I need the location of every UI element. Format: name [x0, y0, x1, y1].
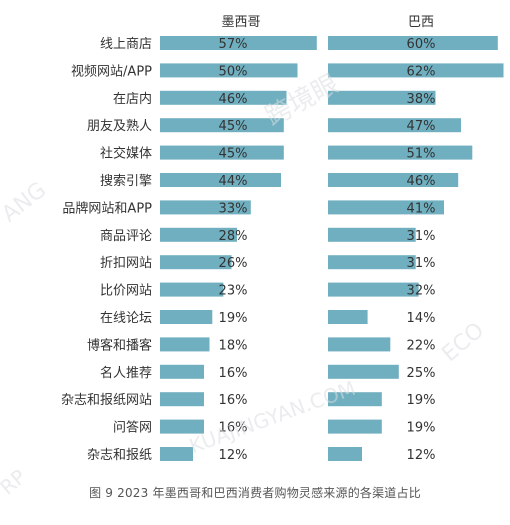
- data-label: 16%: [219, 421, 248, 436]
- data-label: 25%: [407, 366, 436, 381]
- data-label: 16%: [219, 366, 248, 381]
- data-label: 62%: [407, 64, 436, 79]
- category-label: 比价网站: [100, 284, 152, 299]
- category-label: 名人推荐: [100, 365, 152, 381]
- data-label: 41%: [407, 201, 436, 216]
- data-label: 19%: [219, 311, 248, 326]
- bar: [328, 227, 416, 242]
- bar: [328, 90, 436, 105]
- data-label: 31%: [407, 229, 436, 244]
- bar: [160, 173, 281, 187]
- category-label: 品牌网站和APP: [62, 200, 152, 216]
- data-label: 12%: [407, 448, 436, 463]
- data-label: 16%: [219, 393, 248, 408]
- data-label: 31%: [407, 256, 436, 271]
- bar: [160, 310, 213, 324]
- bar: [328, 200, 444, 215]
- bar: [160, 227, 237, 242]
- data-label: 60%: [407, 37, 436, 52]
- category-label: 视频网站/APP: [71, 64, 152, 79]
- category-label: 在店内: [113, 91, 152, 107]
- data-label: 19%: [407, 393, 436, 408]
- data-label: 33%: [219, 201, 248, 216]
- series-title-mexico: 墨西哥: [221, 15, 260, 30]
- category-label: 搜索引擎: [100, 174, 152, 189]
- category-label: 朋友及熟人: [87, 118, 152, 134]
- data-label: 22%: [407, 338, 436, 353]
- data-label: 38%: [407, 92, 436, 107]
- bar: [328, 36, 498, 50]
- data-label: 14%: [407, 311, 436, 326]
- bar: [160, 90, 287, 105]
- bar: [328, 419, 382, 434]
- category-label: 博客和播客: [87, 337, 152, 353]
- bar: [160, 364, 204, 379]
- data-label: 32%: [407, 284, 436, 299]
- bar: [160, 282, 224, 297]
- category-label: 杂志和报纸: [87, 448, 152, 463]
- bar: [160, 200, 251, 215]
- data-label: 18%: [219, 338, 248, 353]
- bar: [160, 419, 204, 434]
- data-label: 46%: [407, 174, 436, 189]
- bar: [160, 447, 193, 461]
- data-label: 12%: [219, 448, 248, 463]
- category-label: 在线论坛: [100, 311, 152, 326]
- figure-caption: 图 9 2023 年墨西哥和巴西消费者购物灵感来源的各渠道占比: [89, 486, 421, 500]
- data-label: 47%: [407, 119, 436, 134]
- bar: [328, 255, 416, 270]
- data-label: 45%: [219, 147, 248, 162]
- data-label: 23%: [219, 284, 248, 299]
- series-mexico-bars: 57% 50% 46% 45% 45% 44% 33% 28% 26% 23% 19% 18% 16% 1…: [160, 36, 317, 463]
- bar: [160, 145, 284, 160]
- data-label: 45%: [219, 119, 248, 134]
- data-label: 50%: [219, 64, 248, 79]
- bar: [328, 364, 399, 379]
- category-label: 折扣网站: [100, 256, 152, 271]
- bar: [160, 36, 317, 50]
- bar: [160, 337, 210, 352]
- bar: [160, 63, 298, 78]
- bar: [328, 392, 382, 407]
- category-label: 线上商店: [100, 37, 152, 52]
- bar: [328, 145, 473, 160]
- bar: [328, 173, 459, 187]
- bar: [328, 118, 461, 133]
- category-label: 杂志和报纸网站: [61, 393, 152, 408]
- series-brazil-bars: 60% 62% 38% 47% 51% 46% 41% 31% 31% 32% 14% 22% 25% 1…: [328, 36, 504, 463]
- data-label: 26%: [219, 256, 248, 271]
- category-label: 商品评论: [100, 229, 152, 244]
- data-label: 51%: [407, 147, 436, 162]
- data-label: 46%: [219, 92, 248, 107]
- category-label: 社交媒体: [100, 146, 152, 162]
- bar: [328, 63, 504, 78]
- bar: [160, 118, 284, 133]
- data-label: 19%: [407, 421, 436, 436]
- category-label: 问答网: [113, 420, 152, 436]
- bar: [328, 282, 419, 297]
- data-label: 57%: [219, 37, 248, 52]
- bar: [328, 337, 391, 352]
- bar: [160, 392, 204, 407]
- bar: [328, 447, 362, 461]
- data-label: 44%: [219, 174, 248, 189]
- data-label: 28%: [219, 229, 248, 244]
- bar: [328, 310, 368, 324]
- bar: [160, 255, 232, 270]
- series-title-brazil: 巴西: [408, 15, 434, 30]
